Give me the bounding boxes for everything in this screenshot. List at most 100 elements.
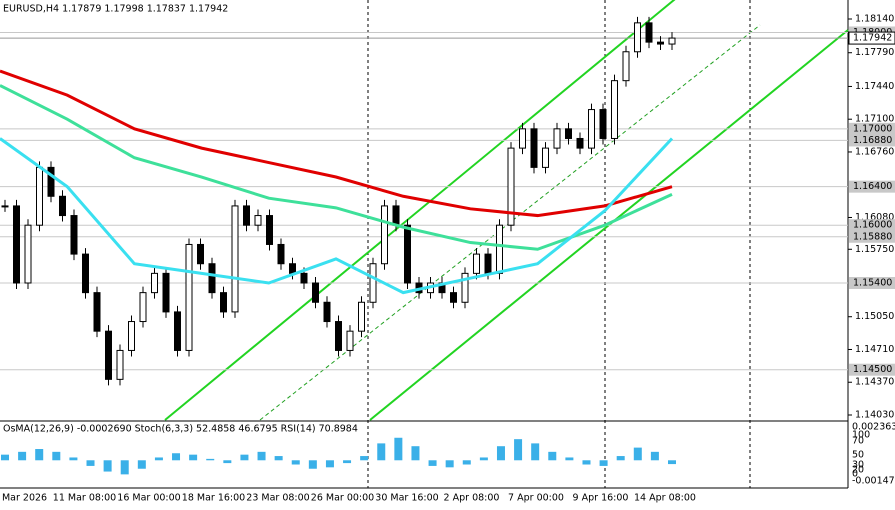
level-label: 1.15400: [853, 278, 892, 289]
time-label: 16 Mar 00:00: [117, 493, 180, 504]
candle-body: [588, 109, 595, 149]
candle-body: [197, 243, 204, 265]
price-tick-label: 1.17440: [855, 81, 894, 92]
indicator-header: OsMA(12,26,9) -0.0002690 Stoch(6,3,3) 52…: [3, 424, 358, 435]
indicator-axis-label: 30: [852, 460, 864, 471]
time-label: 26 Mar 00:00: [311, 493, 374, 504]
candle-body: [312, 282, 319, 303]
osma-bar: [189, 454, 198, 461]
time-label: 11 Mar 08:00: [53, 493, 116, 504]
candle-body: [93, 292, 101, 332]
candle-body: [346, 330, 354, 351]
indicator-axis-label: 0: [852, 469, 858, 480]
osma-bar: [633, 447, 642, 461]
price-tick-label: 1.15050: [855, 311, 894, 322]
candle-body: [323, 301, 331, 323]
price-tick-label: 1.17100: [855, 114, 894, 125]
candle-body: [519, 128, 526, 149]
moving-average: [0, 69, 673, 218]
symbol-header: EURUSD,H4 1.17879 1.17998 1.17837 1.1794…: [3, 4, 228, 15]
candle-body: [231, 205, 239, 313]
indicator-axis-label: 0.0023636: [852, 422, 895, 433]
time-label: 2 Apr 08:00: [444, 493, 500, 504]
candle-body: [484, 253, 492, 274]
osma-bar: [445, 460, 454, 468]
candle-body: [139, 292, 147, 323]
channel-line: [164, 0, 676, 421]
candle-body: [266, 215, 273, 245]
candle-body: [24, 224, 32, 284]
candle-body: [162, 272, 170, 313]
osma-bar: [308, 460, 317, 469]
candle-body: [220, 292, 227, 313]
candle-body: [507, 147, 515, 226]
candle-body: [13, 205, 20, 284]
time-label: 23 Mar 08:00: [246, 493, 309, 504]
time-label: 9 Apr 16:00: [573, 493, 629, 504]
osma-bar: [86, 460, 95, 466]
level-tag: [849, 180, 895, 193]
candle-body: [254, 215, 262, 226]
osma-bar: [154, 457, 163, 461]
candle-body: [657, 41, 664, 45]
level-label: 1.16000: [853, 220, 892, 231]
candle-body: [128, 321, 135, 351]
price-tick-label: 1.17790: [855, 47, 894, 58]
candle-body: [277, 243, 285, 265]
level-label: 1.15880: [853, 231, 892, 242]
osma-bar: [240, 454, 249, 461]
level-label: 1.17000: [853, 123, 892, 134]
price-tick-label: 1.16760: [855, 146, 894, 157]
candle-body: [634, 22, 641, 53]
osma-bar: [360, 456, 369, 461]
candle-body: [369, 263, 377, 303]
candle-body: [473, 253, 480, 274]
indicator-axis-label: 100: [852, 430, 870, 441]
osma-bar: [325, 460, 334, 468]
time-label: 6 Mar 2026: [0, 493, 47, 504]
osma-bar: [411, 446, 420, 461]
candle-body: [576, 137, 584, 149]
candle-body: [174, 311, 181, 351]
osma-bar: [172, 453, 181, 461]
osma-bar: [137, 460, 146, 469]
price-tick-label: 1.14710: [855, 344, 894, 355]
level-tag: [849, 219, 895, 232]
candle-body: [599, 109, 607, 139]
candle-body: [542, 147, 549, 168]
osma-bar: [343, 460, 352, 464]
price-tick-label: 1.16080: [855, 212, 894, 223]
time-label: 18 Mar 16:00: [182, 493, 245, 504]
price-tick-label: 1.18140: [855, 14, 894, 25]
candle-body: [381, 205, 388, 265]
time-label: 7 Apr 00:00: [508, 493, 564, 504]
candle-body: [82, 253, 89, 294]
candle-body: [208, 263, 216, 294]
osma-bar: [206, 458, 215, 461]
osma-bar: [52, 451, 61, 461]
osma-bar: [531, 443, 540, 461]
candle-body: [392, 205, 400, 226]
candle-body: [530, 128, 538, 168]
osma-bar: [582, 460, 591, 465]
osma-bar: [394, 437, 403, 461]
osma-bar: [291, 460, 300, 465]
candle-body: [358, 301, 365, 332]
indicator-axis-label: 50: [852, 450, 864, 461]
price-tick-label: 1.14370: [855, 377, 894, 388]
candle-body: [1, 205, 9, 208]
level-tag: [849, 134, 895, 147]
osma-bar: [428, 460, 437, 466]
chart-layer: 1.18140 1.17790 1.17440 1.17100 1.16760 1.160…: [0, 14, 895, 504]
level-label: 1.16880: [853, 135, 892, 146]
price-tick-label: 1.15750: [855, 244, 894, 255]
candle-body: [185, 243, 193, 351]
level-tag: [849, 122, 895, 135]
osma-bar: [18, 451, 27, 461]
candle-body: [461, 272, 469, 303]
candle-body: [105, 330, 112, 380]
osma-bar: [223, 460, 232, 464]
moving-average: [0, 84, 673, 251]
candle-body: [622, 51, 630, 82]
candle-body: [450, 292, 457, 303]
